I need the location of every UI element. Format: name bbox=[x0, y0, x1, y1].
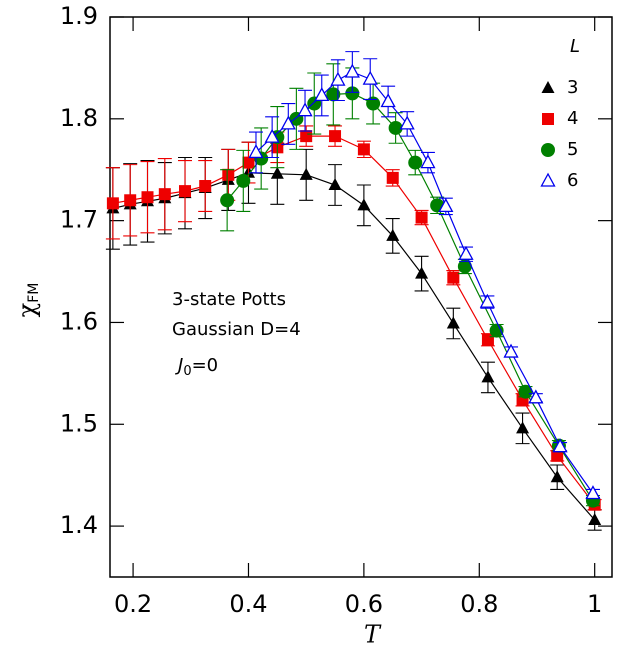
data-point bbox=[457, 259, 472, 274]
legend-label: 4 bbox=[567, 108, 578, 129]
data-point bbox=[447, 271, 460, 284]
data-point bbox=[386, 171, 399, 184]
data-point bbox=[550, 470, 564, 483]
y-tick-label: 1.6 bbox=[60, 307, 98, 335]
legend-label: 5 bbox=[567, 139, 578, 160]
data-point bbox=[552, 438, 568, 453]
data-point bbox=[297, 102, 313, 117]
legend-marker bbox=[542, 113, 554, 125]
data-point bbox=[585, 485, 601, 500]
y-label-subscript: FM bbox=[26, 283, 42, 303]
data-point bbox=[481, 370, 495, 383]
x-tick-label: 0.2 bbox=[114, 590, 152, 618]
data-point bbox=[220, 193, 235, 208]
data-point bbox=[386, 228, 400, 241]
data-point bbox=[489, 323, 504, 338]
legend-title: L bbox=[570, 36, 580, 57]
data-point bbox=[222, 168, 235, 181]
data-point bbox=[380, 93, 396, 108]
annotation-rest: =0 bbox=[192, 355, 219, 376]
data-point bbox=[458, 245, 474, 260]
data-point bbox=[264, 128, 280, 143]
data-point bbox=[199, 180, 212, 193]
data-point bbox=[242, 156, 255, 169]
data-point bbox=[518, 384, 533, 399]
data-point bbox=[141, 191, 154, 204]
data-point bbox=[516, 421, 530, 434]
data-point bbox=[408, 155, 423, 170]
data-point bbox=[420, 154, 436, 169]
y-tick-label: 1.7 bbox=[60, 206, 98, 234]
x-axis-label: T bbox=[364, 621, 382, 649]
y-axis-label: χFM bbox=[13, 283, 43, 318]
annotation-subscript: 0 bbox=[183, 364, 191, 379]
data-point bbox=[270, 166, 284, 179]
legend-label: 6 bbox=[567, 170, 578, 191]
legend-marker bbox=[541, 143, 555, 157]
data-point bbox=[236, 173, 251, 188]
data-point bbox=[330, 71, 346, 86]
data-point bbox=[446, 316, 460, 329]
legend-label: 3 bbox=[567, 77, 578, 98]
annotation: J0=0 bbox=[175, 355, 218, 379]
annotation: 3-state Potts bbox=[172, 289, 286, 310]
legend-marker bbox=[540, 172, 556, 187]
annotation: Gaussian D=4 bbox=[172, 319, 301, 340]
data-point bbox=[551, 449, 564, 462]
data-point bbox=[415, 266, 429, 279]
data-point bbox=[388, 120, 403, 135]
data-point bbox=[345, 86, 360, 101]
data-point bbox=[248, 144, 264, 159]
data-point bbox=[503, 343, 519, 358]
plot-frame bbox=[109, 16, 613, 578]
data-point bbox=[179, 185, 192, 198]
data-point bbox=[528, 389, 544, 404]
data-point bbox=[280, 115, 296, 130]
y-tick-label: 1.5 bbox=[60, 409, 98, 437]
data-point bbox=[344, 63, 360, 78]
data-point bbox=[329, 130, 342, 143]
data-point bbox=[124, 194, 137, 207]
data-point bbox=[399, 115, 415, 130]
legend-marker bbox=[541, 81, 555, 93]
data-point bbox=[300, 130, 313, 143]
data-point bbox=[328, 178, 342, 190]
data-point bbox=[438, 198, 454, 213]
data-point bbox=[357, 198, 371, 211]
data-point bbox=[106, 197, 119, 210]
data-point bbox=[366, 96, 381, 111]
data-point bbox=[158, 188, 171, 201]
data-point bbox=[314, 87, 330, 102]
data-point bbox=[299, 167, 313, 180]
data-point bbox=[588, 512, 602, 525]
y-label-symbol: χ bbox=[13, 302, 41, 317]
y-tick-label: 1.4 bbox=[60, 511, 98, 539]
data-point bbox=[362, 70, 378, 85]
x-tick-label: 0.4 bbox=[229, 590, 267, 618]
annotation-symbol: J bbox=[175, 355, 183, 376]
x-tick-label: 0.8 bbox=[460, 590, 498, 618]
y-tick-label: 1.9 bbox=[60, 2, 98, 30]
x-tick-label: 1 bbox=[587, 590, 602, 618]
y-tick-label: 1.8 bbox=[60, 104, 98, 132]
data-point bbox=[357, 143, 370, 156]
x-tick-label: 0.6 bbox=[345, 590, 383, 618]
data-point bbox=[479, 293, 495, 308]
data-point bbox=[326, 87, 341, 102]
data-point bbox=[415, 211, 428, 224]
